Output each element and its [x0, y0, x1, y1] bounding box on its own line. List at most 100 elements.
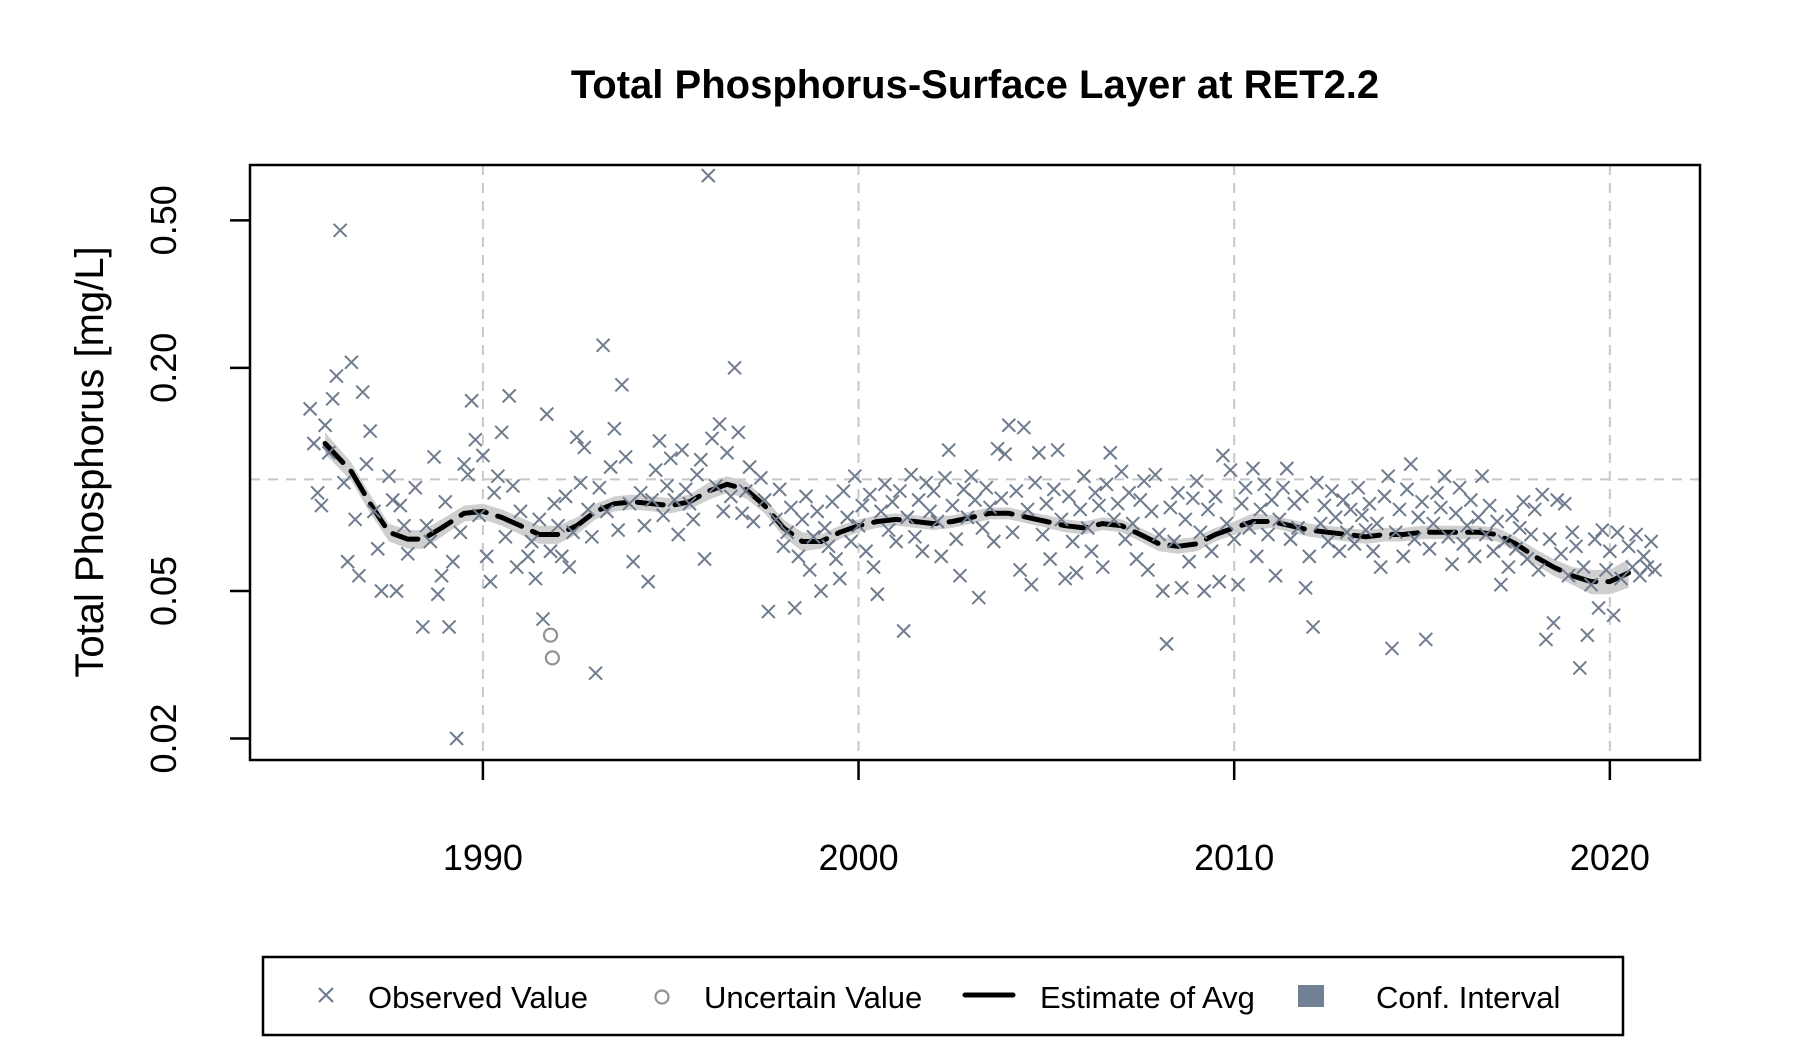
observed-point	[441, 619, 457, 635]
observed-point	[1208, 489, 1223, 504]
observed-point	[1185, 490, 1201, 506]
observed-point	[520, 549, 536, 564]
observed-point	[1324, 483, 1340, 499]
observed-point	[779, 525, 795, 540]
legend-item-uncertain: Uncertain Value	[654, 980, 922, 1015]
observed-point	[1091, 498, 1107, 513]
observed-point	[453, 525, 468, 540]
observed-point	[1088, 485, 1103, 501]
observed-point	[1024, 577, 1039, 592]
observed-point	[332, 223, 348, 238]
observed-point	[1076, 469, 1092, 484]
observed-point	[903, 467, 919, 482]
observed-point	[1471, 510, 1486, 525]
observed-point	[1042, 551, 1058, 567]
observed-point	[423, 534, 438, 549]
observed-point	[438, 494, 453, 510]
observed-point	[727, 360, 742, 376]
observed-point	[325, 391, 340, 406]
observed-point	[1084, 544, 1099, 559]
observed-point	[892, 483, 908, 499]
observed-point	[1065, 534, 1080, 549]
observed-point	[873, 504, 889, 519]
observed-point	[697, 551, 712, 567]
observed-point	[945, 498, 960, 513]
observed-point	[1388, 525, 1403, 540]
observed-point	[532, 512, 547, 527]
observed-point	[588, 666, 603, 681]
x-tick-label: 1990	[443, 837, 523, 878]
observed-point	[1159, 636, 1174, 652]
estimate-line	[322, 441, 1632, 585]
observed-point	[937, 470, 953, 486]
x-tick-label: 2000	[819, 837, 899, 878]
observed-point	[1572, 660, 1587, 676]
observed-point	[847, 469, 863, 484]
observed-point	[866, 559, 881, 575]
legend-item-estimate: Estimate of Avg	[962, 980, 1255, 1015]
observed-point	[701, 168, 716, 183]
observed-point	[896, 623, 911, 639]
observed-point	[1426, 516, 1441, 531]
observed-point	[1467, 549, 1482, 564]
observed-point	[986, 534, 1001, 549]
observed-point	[1610, 525, 1625, 540]
observed-point	[1106, 512, 1122, 527]
observed-point	[355, 384, 370, 400]
observed-point	[900, 510, 915, 525]
observed-point	[956, 482, 971, 497]
observed-point	[1553, 546, 1569, 561]
observed-point	[952, 568, 968, 583]
observed-point	[656, 508, 671, 523]
observed-point	[558, 489, 573, 504]
observed-point	[468, 432, 483, 447]
observed-point	[719, 445, 735, 460]
observed-point	[1099, 477, 1114, 492]
observed-point	[712, 416, 727, 432]
plot-area	[248, 163, 1702, 762]
observed-point	[1448, 506, 1464, 521]
observed-point	[1433, 500, 1449, 515]
observed-point	[704, 431, 720, 446]
observed-point	[1054, 512, 1069, 527]
y-axis: 0.02 0.05 0.20 0.50	[143, 185, 250, 774]
observed-point	[1546, 615, 1561, 631]
observed-point	[877, 477, 893, 492]
confidence-band	[325, 432, 1629, 595]
observed-point	[1399, 482, 1415, 497]
observed-point	[1598, 562, 1614, 578]
observed-point	[426, 449, 442, 465]
observed-point	[1136, 473, 1152, 489]
observed-point	[1283, 531, 1298, 547]
observed-point	[513, 504, 528, 519]
observed-point	[1486, 544, 1501, 559]
observed-point	[1204, 544, 1219, 559]
observed-point	[1226, 531, 1242, 547]
y-tick-label: 0.05	[143, 556, 184, 626]
observed-point	[509, 559, 524, 575]
observed-point	[851, 518, 866, 533]
observed-point	[607, 421, 622, 436]
observed-point	[374, 583, 389, 599]
observed-point	[1114, 464, 1129, 479]
observed-point	[1095, 559, 1110, 575]
observed-point	[1223, 462, 1238, 478]
observed-point	[1369, 516, 1385, 531]
observed-point	[1039, 496, 1054, 511]
observed-point	[971, 590, 986, 605]
observed-point	[960, 510, 975, 525]
observed-point	[1061, 489, 1077, 504]
legend-item-observed: Observed Value	[318, 980, 588, 1015]
observed-point	[1606, 608, 1621, 623]
observed-point	[1155, 583, 1171, 599]
observed-point	[768, 512, 784, 527]
observed-point	[1444, 557, 1460, 572]
observed-point	[385, 492, 400, 508]
observed-point	[1181, 554, 1197, 569]
observed-point	[464, 393, 479, 408]
observed-point	[1347, 536, 1362, 552]
grid-lines	[250, 165, 1700, 760]
observed-point	[479, 549, 494, 564]
observed-point	[731, 425, 746, 440]
observed-point	[637, 518, 652, 533]
